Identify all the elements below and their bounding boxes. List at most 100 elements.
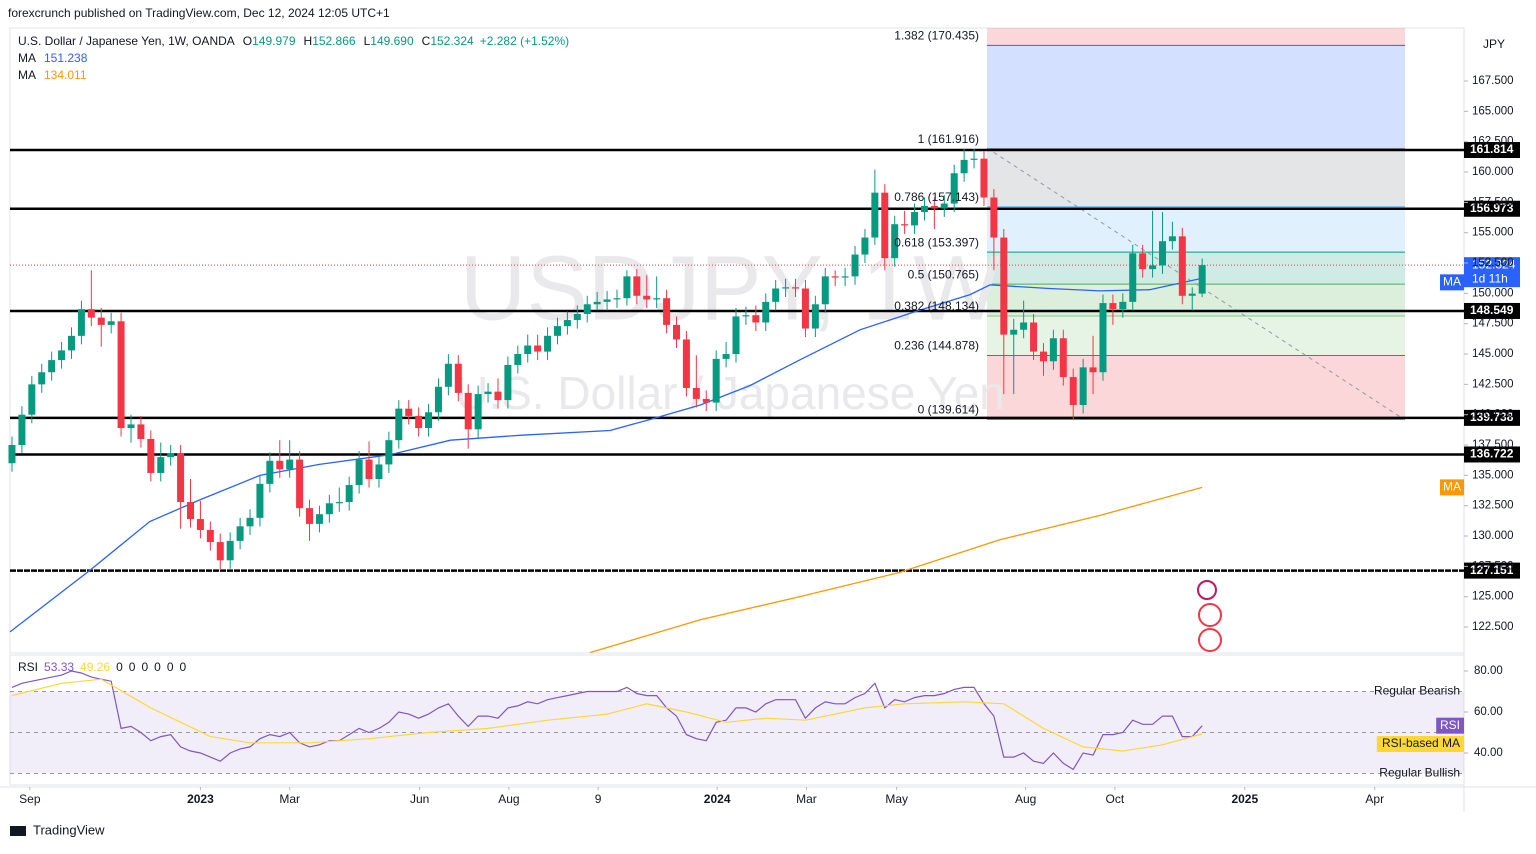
candle-body bbox=[742, 315, 750, 317]
ohlc-value: 149.979 bbox=[252, 34, 296, 48]
candle-body bbox=[603, 299, 611, 302]
candle-body bbox=[920, 205, 928, 213]
candle-body bbox=[504, 364, 512, 401]
candle-body bbox=[474, 394, 482, 430]
icons bbox=[1197, 580, 1222, 652]
candle-body bbox=[335, 502, 343, 504]
candle-body bbox=[831, 276, 839, 278]
ma-legend: MA 151.238 bbox=[18, 51, 88, 65]
level-label: 139.738 bbox=[1470, 410, 1514, 424]
legend-item: 0 bbox=[141, 660, 148, 674]
candle-body bbox=[266, 460, 274, 484]
candle-body bbox=[692, 388, 700, 399]
change: +2.282 (+1.52%) bbox=[480, 34, 569, 48]
candle-body bbox=[1010, 329, 1018, 335]
x-tick-label: Sep bbox=[19, 792, 41, 806]
y-tick-label: 145.000 bbox=[1472, 348, 1514, 360]
x-tick-label: Aug bbox=[498, 792, 519, 806]
series-tag bbox=[1376, 736, 1464, 753]
candle-body bbox=[901, 224, 909, 226]
candle-body bbox=[434, 386, 442, 413]
symbol: U.S. Dollar / Japanese Yen, 1W, OANDA bbox=[18, 34, 235, 48]
candle-body bbox=[405, 408, 413, 416]
x-tick-label: Oct bbox=[1106, 792, 1125, 806]
candle-body bbox=[1178, 236, 1186, 296]
currency[interactable]: JPY bbox=[1483, 37, 1505, 51]
y-tick-label: 160.000 bbox=[1472, 166, 1514, 178]
candle-body bbox=[454, 363, 462, 393]
candle-body bbox=[1188, 293, 1196, 296]
candle-body bbox=[663, 298, 671, 325]
fib-label: 0.382 (148.134) bbox=[894, 299, 979, 313]
candle-body bbox=[256, 483, 264, 518]
candle-body bbox=[206, 529, 214, 543]
candle-body bbox=[38, 372, 46, 385]
candle-body bbox=[593, 301, 601, 305]
candle-body bbox=[246, 517, 254, 527]
candle-body bbox=[772, 288, 780, 302]
candle-body bbox=[881, 192, 889, 259]
candle-body bbox=[355, 459, 363, 486]
candle-body bbox=[811, 304, 819, 329]
ma-legend: MA 134.011 bbox=[18, 68, 87, 82]
y-tick-label: 150.000 bbox=[1472, 287, 1514, 299]
candle-body bbox=[1079, 367, 1087, 405]
ohlc-key: C bbox=[422, 34, 431, 48]
candle-body bbox=[514, 354, 522, 365]
candle-body bbox=[415, 415, 423, 429]
candle-body bbox=[58, 350, 66, 361]
level-label: 136.722 bbox=[1470, 447, 1514, 461]
ohlc-value: 152.324 bbox=[430, 34, 474, 48]
level-label: 127.151 bbox=[1470, 563, 1514, 577]
legend-item: 0 bbox=[180, 660, 187, 674]
candle-body bbox=[930, 205, 938, 209]
y-tick-label: 130.000 bbox=[1472, 530, 1514, 542]
candle-body bbox=[464, 392, 472, 430]
candle-body bbox=[821, 276, 829, 305]
fib-label: 0 (139.614) bbox=[918, 403, 979, 417]
y-tick-label: 162.500 bbox=[1472, 136, 1514, 148]
candle-body bbox=[28, 384, 36, 415]
rsi-line bbox=[11, 670, 1203, 771]
fib-label: 1 (161.916) bbox=[918, 132, 979, 146]
level-tag bbox=[1464, 302, 1520, 319]
rsi-line bbox=[11, 678, 1203, 752]
candle-body bbox=[48, 360, 56, 373]
candle-body bbox=[375, 464, 383, 480]
candle-body bbox=[980, 158, 988, 198]
candle-body bbox=[841, 276, 849, 278]
candle-body bbox=[425, 412, 433, 429]
candle-body bbox=[286, 459, 294, 470]
moving-average bbox=[590, 486, 1203, 654]
candle-body bbox=[1129, 253, 1137, 302]
fib-zone bbox=[987, 252, 1405, 285]
candle-body bbox=[137, 424, 145, 439]
series-tag bbox=[1436, 717, 1464, 734]
y-tick-label: 125.000 bbox=[1472, 591, 1514, 603]
x-tick-label: Mar bbox=[796, 792, 817, 806]
candle-body bbox=[1168, 236, 1176, 242]
y-tick-label: 80.00 bbox=[1474, 665, 1503, 677]
symbol-legend: U.S. Dollar / Japanese Yen, 1W, OANDA O14… bbox=[18, 34, 569, 48]
y-tick-label: 60.00 bbox=[1474, 706, 1503, 718]
candle-body bbox=[127, 424, 135, 429]
rsi-annotation: Regular Bullish bbox=[1379, 766, 1460, 780]
legend-item: 53.33 bbox=[44, 660, 74, 674]
rsi-legend: RSI 53.33 49.26 0 0 0 0 0 0 bbox=[18, 660, 187, 674]
fib-label: 1.382 (170.435) bbox=[894, 29, 979, 43]
fib-label: 0.618 (153.397) bbox=[894, 235, 979, 249]
ohlc-key: O bbox=[243, 34, 252, 48]
candle-body bbox=[18, 414, 26, 446]
fib-label: 0.236 (144.878) bbox=[894, 339, 979, 353]
candle-body bbox=[653, 298, 661, 300]
candle-body bbox=[573, 313, 581, 321]
rsi-pane bbox=[9, 654, 1465, 786]
candle-body bbox=[1020, 322, 1028, 330]
level-label: 148.549 bbox=[1470, 303, 1514, 317]
candle-body bbox=[553, 326, 561, 336]
series-tag-label: MA bbox=[1443, 275, 1461, 289]
level-tag bbox=[1464, 562, 1520, 579]
y-tick-label: 157.500 bbox=[1472, 196, 1514, 208]
candle-body bbox=[534, 345, 542, 352]
fib-zone bbox=[987, 355, 1405, 420]
